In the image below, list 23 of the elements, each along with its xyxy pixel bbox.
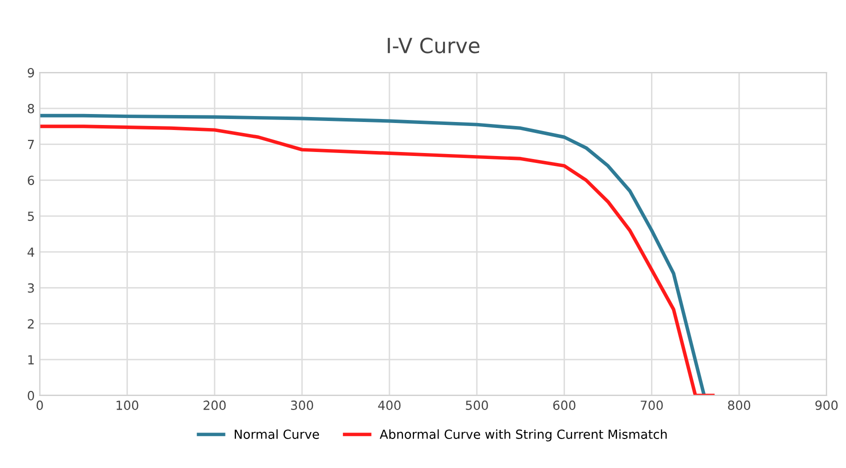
y-tick-label: 8 xyxy=(28,104,34,114)
x-tick-label: 400 xyxy=(378,400,401,410)
x-tick-label: 700 xyxy=(640,400,663,410)
x-tick-label: 900 xyxy=(815,400,838,410)
x-tick-label: 300 xyxy=(291,400,314,410)
legend-label: Abnormal Curve with String Current Mismatch xyxy=(380,429,667,442)
x-tick-label: 200 xyxy=(204,400,226,410)
y-tick-label: 3 xyxy=(28,283,34,293)
y-tick-label: 1 xyxy=(28,355,34,364)
x-tick-label: 0 xyxy=(36,400,43,410)
y-tick-label: 7 xyxy=(28,140,34,150)
y-tick-label: 4 xyxy=(28,248,34,257)
y-tick-label: 9 xyxy=(28,68,34,78)
y-tick-label: 6 xyxy=(28,176,34,186)
legend-label: Normal Curve xyxy=(234,429,319,439)
y-tick-label: 5 xyxy=(28,212,34,221)
x-tick-label: 100 xyxy=(116,400,138,410)
chart-title: I-V Curve xyxy=(388,38,480,54)
y-tick-label: 2 xyxy=(28,319,34,328)
x-tick-label: 600 xyxy=(553,400,576,410)
x-tick-label: 800 xyxy=(728,400,750,410)
y-tick-label: 0 xyxy=(28,390,34,400)
x-tick-label: 500 xyxy=(466,400,488,410)
